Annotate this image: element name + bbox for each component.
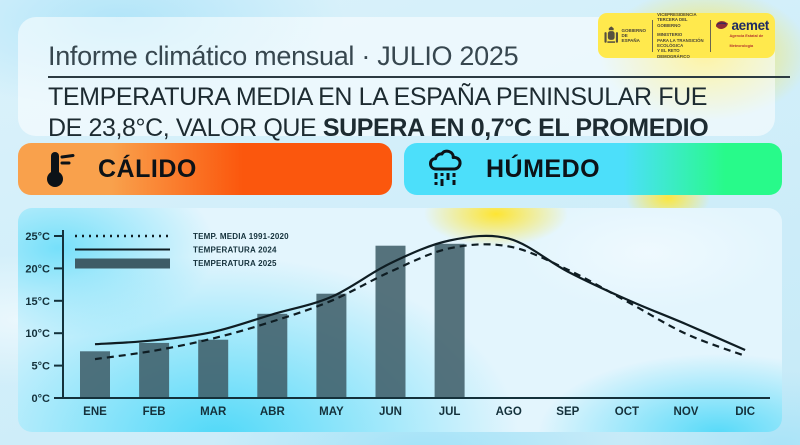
legend-label: TEMPERATURA 2024 [193,246,277,255]
subtitle-line-1: TEMPERATURA MEDIA EN LA ESPAÑA PENINSULA… [48,83,708,111]
x-tick-label-JUL: JUL [439,406,461,418]
bar-MAR [198,339,229,398]
page-title: Informe climático mensual · JULIO 2025 [48,41,519,71]
aemet-bird-icon [716,21,729,29]
badge-humedo: HÚMEDO [404,143,782,195]
logos-panel: GOBIERNO DE ESPAÑA VICEPRESIDENCIA TERCE… [598,11,775,59]
badge-calido: CÁLIDO [18,143,392,195]
y-tick-label: 20°C [25,263,50,275]
x-tick-label-FEB: FEB [143,406,166,418]
thermometer-icon [42,150,76,188]
aemet-tagline: Agencia Estatal de Meteorología [729,34,764,48]
bar-MAY [316,293,347,398]
y-tick-label: 0°C [32,393,51,405]
legend-label: TEMP. MEDIA 1991-2020 [193,232,289,241]
line-temp-media-1991-2020 [94,243,746,361]
x-tick-label-ENE: ENE [83,406,107,418]
title-divider [48,76,790,78]
y-tick-label: 10°C [25,328,50,340]
gobierno-label: GOBIERNO DE ESPAÑA [621,28,646,43]
y-tick-label: 5°C [32,361,51,373]
gobierno-logo: GOBIERNO DE ESPAÑA [604,25,647,47]
chart-card: 0°C 5°C 10°C 15°C 20°C 25°C ENE FEB MAR ABR MAY JUN… [18,208,782,432]
bar-JUL [434,243,465,398]
x-tick-label-AGO: AGO [496,406,522,418]
subtitle-line-2-bold: SUPERA EN 0,7°C EL PROMEDIO [322,114,709,142]
subtitle-line-2: DE 23,8°C, VALOR QUE SUPERA EN 0,7°C EL … [48,114,709,143]
rain-cloud-icon [428,149,464,189]
line-temperatura-2024 [94,234,746,352]
x-tick-label-OCT: OCT [615,406,639,418]
subtitle-line-2-normal: DE 23,8°C, VALOR QUE [48,114,323,142]
x-tick-label-MAY: MAY [319,406,344,418]
x-tick-label-SEP: SEP [556,406,579,418]
badge-humedo-label: HÚMEDO [486,154,601,183]
temperature-chart: 0°C 5°C 10°C 15°C 20°C 25°C ENE FEB MAR ABR MAY JUN… [25,230,770,418]
ministry-label: VICEPRESIDENCIA TERCERA DEL GOBIERNO MIN… [657,11,704,59]
logo-divider-2 [709,19,711,52]
bar-JUN [375,245,406,398]
y-tick-label: 15°C [25,296,50,308]
bar-ABR [257,313,288,398]
legend-swatch-bar [75,258,170,269]
aemet-logo: aemet Agencia Estatal de Meteorología [715,17,769,51]
spain-coat-of-arms-icon [604,25,619,43]
logo-divider-1 [651,19,653,52]
x-tick-label-JUN: JUN [379,406,402,418]
x-tick-label-NOV: NOV [674,406,699,418]
x-tick-label-MAR: MAR [200,406,227,418]
y-tick-label: 25°C [25,231,50,243]
bar-FEB [139,342,170,398]
x-tick-label-ABR: ABR [260,406,286,418]
aemet-wordmark: aemet [731,17,769,33]
legend-label: TEMPERATURA 2025 [193,259,277,268]
x-tick-label-DIC: DIC [735,406,755,418]
badge-calido-label: CÁLIDO [98,154,197,183]
